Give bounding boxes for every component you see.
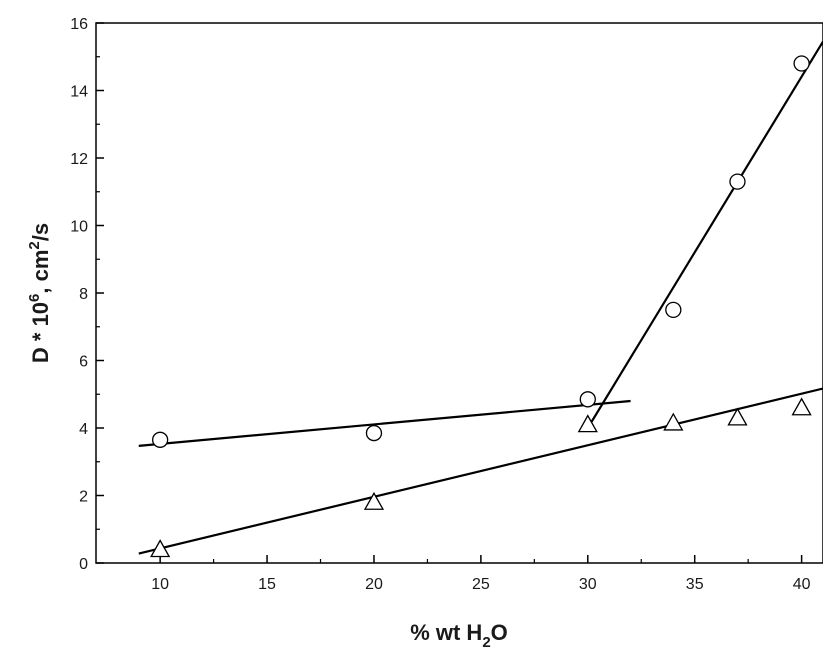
circle-marker: [151, 431, 169, 448]
fit-lines: [138, 40, 823, 555]
y-tick-label: 8: [79, 286, 88, 303]
y-tick-label: 2: [79, 489, 88, 506]
y-tick-label: 16: [70, 16, 88, 33]
circle-marker: [665, 301, 682, 319]
circle-marker: [579, 391, 596, 408]
y-axis-title-middle: , cm: [28, 250, 53, 294]
x-tick-label: 35: [686, 576, 704, 593]
triangle-marker: [727, 407, 748, 426]
x-tick-label: 25: [472, 576, 490, 593]
x-tick-label: 10: [151, 576, 169, 593]
x-axis-ticks: 10 15 20 25 30 35 40: [151, 555, 811, 593]
triangle-marker: [791, 397, 812, 416]
y-axis-title-suffix: /s: [28, 223, 53, 241]
y-tick-label: 6: [79, 354, 88, 371]
plot-frame: [95, 22, 823, 564]
y-tick-label: 14: [70, 84, 88, 101]
triangle-marker: [577, 414, 598, 433]
triangle-marker: [150, 539, 171, 558]
triangle-marker: [663, 412, 684, 431]
circle-marker: [729, 173, 746, 190]
fit-line: [138, 387, 823, 555]
y-axis-title: D * 106, cm2/s: [26, 223, 53, 363]
y-tick-label: 4: [79, 421, 88, 438]
y-axis-title-superscript-1: 6: [26, 294, 43, 302]
x-axis-title-prefix: % wt H: [410, 620, 482, 645]
x-tick-label: 15: [258, 576, 276, 593]
y-axis-title-prefix: D * 10: [28, 302, 53, 363]
fit-line: [138, 399, 631, 447]
x-axis-title-subscript: 2: [482, 634, 490, 651]
x-tick-label: 20: [365, 576, 383, 593]
y-tick-label: 12: [70, 151, 88, 168]
x-axis-title: % wt H2O: [410, 620, 508, 651]
fit-line: [586, 40, 823, 429]
circle-marker: [365, 424, 383, 442]
y-tick-label: 0: [79, 556, 88, 573]
circle-marker: [793, 55, 810, 72]
y-axis-ticks: 0 2 4 6 8 10 12 14 16: [70, 16, 104, 573]
data-markers: [150, 55, 812, 558]
x-tick-label: 40: [793, 576, 811, 593]
triangle-marker: [363, 491, 385, 510]
x-tick-label: 30: [579, 576, 597, 593]
x-axis-title-suffix: O: [491, 620, 508, 645]
y-tick-label: 10: [70, 219, 88, 236]
y-axis-title-superscript-2: 2: [26, 241, 43, 249]
